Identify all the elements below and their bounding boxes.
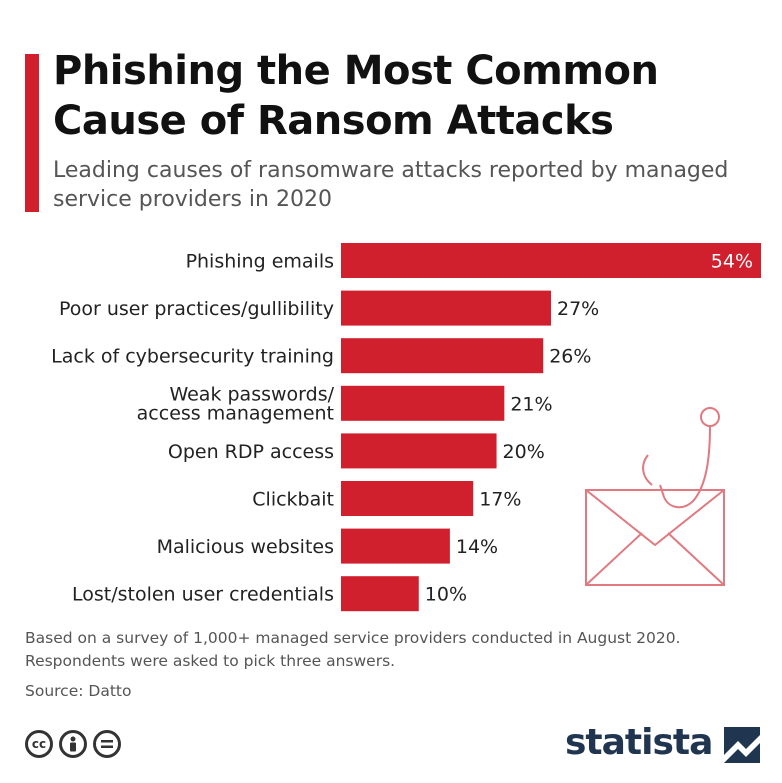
bar	[341, 528, 450, 564]
bar	[341, 290, 551, 326]
bar	[341, 385, 505, 421]
chart-subtitle: Leading causes of ransomware attacks rep…	[53, 158, 729, 212]
source-text: Source: Datto	[25, 682, 132, 700]
title-accent-bar	[25, 54, 39, 212]
chart-title: Phishing the Most Common Cause of Ransom…	[53, 48, 659, 144]
bar-chart: Phishing emails 54% Poor user practices/gu…	[51, 243, 761, 612]
value-label: 17%	[479, 489, 521, 511]
category-label: Clickbait	[252, 489, 334, 511]
bar	[341, 433, 497, 469]
category-label: Phishing emails	[186, 251, 334, 273]
license-icons: cc	[25, 730, 121, 758]
bar	[341, 576, 419, 612]
statista-logo-text[interactable]: statista	[565, 722, 713, 763]
category-label: Weak passwords/access management	[137, 383, 335, 424]
category-label: Open RDP access	[168, 441, 334, 463]
category-label: Malicious websites	[157, 536, 334, 558]
bar	[341, 243, 761, 278]
value-label: 10%	[425, 584, 467, 606]
value-label: 21%	[510, 393, 552, 415]
bar	[341, 481, 474, 516]
value-label: 26%	[549, 346, 591, 368]
value-label: 20%	[503, 441, 545, 463]
value-label: 14%	[456, 536, 498, 558]
value-label: 54%	[711, 251, 753, 273]
category-label: Lost/stolen user credentials	[72, 584, 334, 606]
category-label: Lack of cybersecurity training	[51, 346, 334, 368]
statista-logo-icon	[724, 727, 760, 763]
survey-note: Based on a survey of 1,000+ managed serv…	[25, 629, 681, 670]
by-icon[interactable]	[59, 730, 87, 758]
category-label: Poor user practices/gullibility	[59, 298, 334, 320]
phishing-envelope-icon	[585, 407, 725, 586]
cc-icon[interactable]: cc	[25, 730, 53, 758]
bar	[341, 338, 544, 374]
nd-icon[interactable]	[93, 730, 121, 758]
value-label: 27%	[557, 298, 599, 320]
